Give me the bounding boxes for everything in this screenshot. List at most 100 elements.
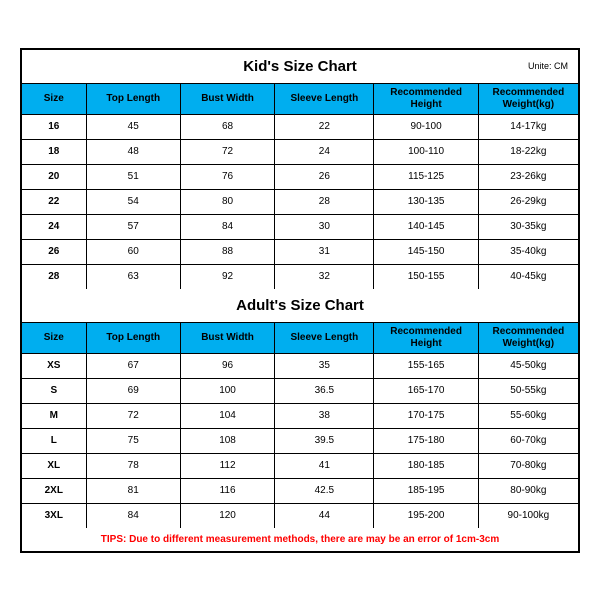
col-top-length: Top Length	[87, 84, 181, 114]
table-cell: 44	[275, 504, 374, 528]
table-cell: 14-17kg	[479, 115, 578, 139]
col-top-length: Top Length	[87, 323, 181, 353]
col-recommended-weight: Recommended Weight(kg)	[479, 323, 578, 353]
col-bust-width: Bust Width	[181, 323, 275, 353]
table-cell: 92	[181, 265, 275, 289]
adults-rows-container: XS679635155-16545-50kgS6910036.5165-1705…	[22, 354, 578, 528]
kids-rows-container: 1645682290-10014-17kg18487224100-11018-2…	[22, 115, 578, 289]
table-cell: 165-170	[374, 379, 478, 403]
table-cell: 26	[22, 240, 87, 264]
table-row: 3XL8412044195-20090-100kg	[22, 504, 578, 528]
col-bust-width: Bust Width	[181, 84, 275, 114]
table-cell: 130-135	[374, 190, 478, 214]
adults-header-row: Size Top Length Bust Width Sleeve Length…	[22, 323, 578, 354]
table-cell: 72	[87, 404, 181, 428]
table-cell: 55-60kg	[479, 404, 578, 428]
unit-label: Unite: CM	[528, 61, 568, 71]
table-cell: 3XL	[22, 504, 87, 528]
table-cell: 57	[87, 215, 181, 239]
col-recommended-height: Recommended Height	[374, 323, 478, 353]
table-cell: 90-100kg	[479, 504, 578, 528]
table-cell: M	[22, 404, 87, 428]
size-chart-container: Kid's Size Chart Unite: CM Size Top Leng…	[20, 48, 580, 553]
table-cell: 60-70kg	[479, 429, 578, 453]
table-cell: 41	[275, 454, 374, 478]
table-cell: 116	[181, 479, 275, 503]
table-cell: 96	[181, 354, 275, 378]
table-cell: 90-100	[374, 115, 478, 139]
table-cell: 26-29kg	[479, 190, 578, 214]
table-cell: 24	[275, 140, 374, 164]
table-row: 2XL8111642.5185-19580-90kg	[22, 479, 578, 504]
table-row: 1645682290-10014-17kg	[22, 115, 578, 140]
table-cell: 112	[181, 454, 275, 478]
col-recommended-height: Recommended Height	[374, 84, 478, 114]
table-cell: XL	[22, 454, 87, 478]
kids-title: Kid's Size Chart	[22, 58, 578, 75]
table-cell: XS	[22, 354, 87, 378]
table-cell: 31	[275, 240, 374, 264]
table-row: 24578430140-14530-35kg	[22, 215, 578, 240]
table-cell: 28	[22, 265, 87, 289]
table-cell: 84	[181, 215, 275, 239]
table-cell: 48	[87, 140, 181, 164]
table-cell: 175-180	[374, 429, 478, 453]
table-cell: 104	[181, 404, 275, 428]
table-cell: 170-175	[374, 404, 478, 428]
table-cell: 36.5	[275, 379, 374, 403]
table-cell: 78	[87, 454, 181, 478]
table-row: 20517626115-12523-26kg	[22, 165, 578, 190]
table-cell: 51	[87, 165, 181, 189]
table-row: 22548028130-13526-29kg	[22, 190, 578, 215]
table-cell: 68	[181, 115, 275, 139]
table-cell: 32	[275, 265, 374, 289]
table-row: XL7811241180-18570-80kg	[22, 454, 578, 479]
table-cell: 76	[181, 165, 275, 189]
table-cell: 28	[275, 190, 374, 214]
adults-title-row: Adult's Size Chart	[22, 289, 578, 323]
table-cell: 72	[181, 140, 275, 164]
table-cell: 185-195	[374, 479, 478, 503]
table-cell: 81	[87, 479, 181, 503]
table-cell: 54	[87, 190, 181, 214]
col-size: Size	[22, 323, 87, 353]
table-cell: 38	[275, 404, 374, 428]
table-cell: 18	[22, 140, 87, 164]
table-cell: 30-35kg	[479, 215, 578, 239]
table-cell: 45-50kg	[479, 354, 578, 378]
table-cell: 23-26kg	[479, 165, 578, 189]
table-cell: 35	[275, 354, 374, 378]
table-cell: 22	[275, 115, 374, 139]
table-cell: 22	[22, 190, 87, 214]
col-sleeve-length: Sleeve Length	[275, 323, 374, 353]
table-cell: 35-40kg	[479, 240, 578, 264]
table-cell: 67	[87, 354, 181, 378]
table-cell: 80-90kg	[479, 479, 578, 503]
table-cell: 108	[181, 429, 275, 453]
table-cell: 84	[87, 504, 181, 528]
table-cell: 75	[87, 429, 181, 453]
table-cell: 63	[87, 265, 181, 289]
table-cell: 30	[275, 215, 374, 239]
table-cell: 60	[87, 240, 181, 264]
table-cell: 100	[181, 379, 275, 403]
table-cell: 18-22kg	[479, 140, 578, 164]
table-cell: 155-165	[374, 354, 478, 378]
table-cell: 26	[275, 165, 374, 189]
table-cell: 20	[22, 165, 87, 189]
tips-text: TIPS: Due to different measurement metho…	[22, 528, 578, 551]
table-cell: 2XL	[22, 479, 87, 503]
col-size: Size	[22, 84, 87, 114]
col-recommended-weight: Recommended Weight(kg)	[479, 84, 578, 114]
table-cell: 195-200	[374, 504, 478, 528]
table-row: 26608831145-15035-40kg	[22, 240, 578, 265]
table-cell: S	[22, 379, 87, 403]
table-cell: 39.5	[275, 429, 374, 453]
table-row: M7210438170-17555-60kg	[22, 404, 578, 429]
table-row: L7510839.5175-18060-70kg	[22, 429, 578, 454]
table-cell: 40-45kg	[479, 265, 578, 289]
table-cell: 88	[181, 240, 275, 264]
table-cell: 100-110	[374, 140, 478, 164]
table-row: XS679635155-16545-50kg	[22, 354, 578, 379]
kids-title-row: Kid's Size Chart Unite: CM	[22, 50, 578, 84]
